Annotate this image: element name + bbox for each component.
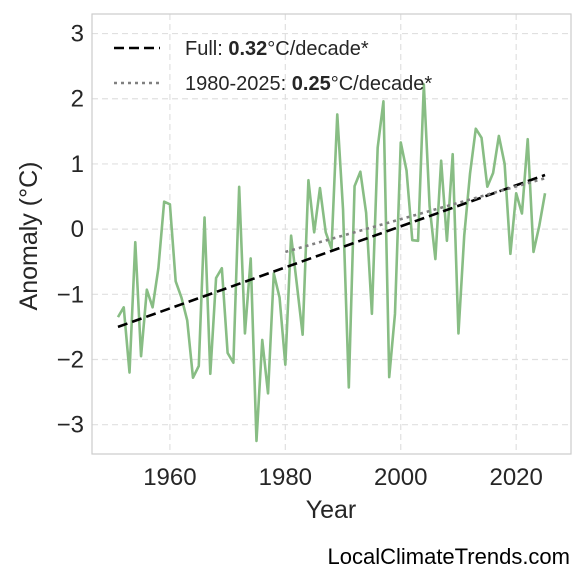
x-tick-label: 2000 bbox=[374, 464, 427, 491]
x-axis-label: Year bbox=[306, 496, 357, 524]
legend-label-full: Full: 0.32°C/decade* bbox=[185, 38, 369, 60]
anomaly-series-line bbox=[116, 83, 547, 443]
plot-frame bbox=[91, 13, 572, 455]
y-tick-label: −3 bbox=[57, 412, 84, 439]
series-layer bbox=[116, 83, 547, 443]
legend: Full: 0.32°C/decade* 1980-2025: 0.25°C/d… bbox=[114, 38, 432, 95]
grid bbox=[92, 14, 571, 454]
x-tick-label: 1960 bbox=[143, 464, 196, 491]
x-tick-label: 2020 bbox=[489, 464, 542, 491]
x-tick-label: 1980 bbox=[259, 464, 312, 491]
y-tick-label: 0 bbox=[71, 216, 84, 243]
trend-full-line bbox=[117, 173, 546, 329]
y-tick-label: 3 bbox=[71, 21, 84, 48]
y-tick-label: −2 bbox=[57, 346, 84, 373]
y-axis-label: Anomaly (°C) bbox=[15, 162, 43, 311]
legend-label-recent: 1980-2025: 0.25°C/decade* bbox=[185, 73, 432, 95]
y-tick-label: 1 bbox=[71, 151, 84, 178]
y-tick-label: 2 bbox=[71, 86, 84, 113]
y-tick-label: −1 bbox=[57, 281, 84, 308]
watermark: LocalClimateTrends.com bbox=[327, 544, 571, 569]
trend-recent-line bbox=[284, 177, 546, 254]
tick-labels: 1960 1980 2000 2020 −3 −2 −1 0 1 2 3 bbox=[57, 21, 543, 491]
